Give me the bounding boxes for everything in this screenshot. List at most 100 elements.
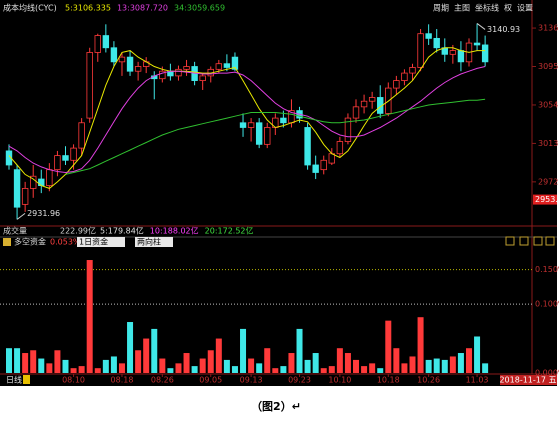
candle-body [425, 33, 432, 39]
fund-bar [183, 353, 190, 373]
fund-bar [449, 356, 456, 373]
indicator-name: 多空资金 [14, 237, 46, 247]
x-tick-label: 08.10 [62, 376, 85, 385]
y-tick-label: 0.000% [535, 369, 559, 378]
fund-bar [361, 366, 368, 373]
fund-bar [248, 358, 255, 373]
menu-item[interactable]: 主图 [454, 3, 470, 13]
select-text[interactable]: 两向柱 [137, 237, 161, 247]
x-tick-label: 08.18 [111, 376, 134, 385]
candle-body [199, 75, 206, 81]
candle-body [409, 67, 416, 74]
candle-body [473, 42, 481, 46]
x-tick-label: 10.26 [417, 376, 440, 385]
panel-icon[interactable] [505, 236, 515, 246]
fund-bar [110, 356, 117, 373]
fund-bar [38, 358, 45, 373]
fund-bar [288, 353, 295, 373]
fund-bar [336, 348, 343, 373]
candle-body [368, 97, 376, 102]
select-box[interactable] [77, 237, 125, 247]
fund-bar [159, 358, 166, 373]
panel-icon[interactable] [545, 236, 555, 246]
candle-body [417, 33, 424, 68]
fund-bar [70, 368, 77, 373]
fund-bar [151, 328, 158, 373]
x-tick-label: 09.13 [240, 376, 263, 385]
fund-bar [231, 366, 238, 373]
fund-bar [143, 338, 150, 373]
candle-body [86, 52, 93, 119]
fund-bar [86, 260, 93, 373]
candle-body [159, 70, 166, 80]
menu-item[interactable]: 权 [504, 3, 512, 13]
fund-bar [78, 366, 85, 373]
candle-body [344, 117, 352, 142]
candle-body [247, 122, 255, 128]
candle-body [30, 175, 37, 189]
fund-bar [369, 363, 376, 373]
fund-bar [312, 353, 319, 373]
candle-body [280, 117, 287, 124]
panel-icon[interactable] [519, 236, 529, 246]
chart-background [0, 0, 557, 386]
candle-body [126, 56, 134, 72]
fund-bar [22, 353, 29, 373]
candle-body [239, 122, 247, 128]
fund-bar [127, 322, 134, 373]
fund-bar [207, 350, 214, 373]
min-label: 2931.96 [27, 209, 60, 218]
fund-bar [135, 350, 142, 373]
fund-bar [280, 366, 287, 373]
fund-bar [272, 368, 279, 373]
candle-body [46, 169, 53, 187]
date-box [500, 375, 557, 385]
period-label: 日线 [6, 375, 22, 385]
ma-legend: 13:3087.720 [117, 4, 168, 13]
x-tick-label: 09.23 [288, 376, 311, 385]
candle-body [70, 147, 77, 161]
volume-average: 10:188.02亿 [150, 226, 199, 236]
period-icon [23, 375, 30, 384]
max-label: 3140.93 [487, 25, 520, 34]
fund-bar [353, 359, 360, 373]
fund-bar [465, 348, 472, 373]
candle-body [457, 50, 465, 63]
fund-bar [14, 348, 21, 373]
candle-body [336, 141, 344, 155]
x-tick-label: 09.05 [199, 376, 222, 385]
fund-bar [385, 320, 392, 373]
candle-body [134, 66, 142, 72]
candle-body [352, 106, 360, 119]
fund-bar [240, 328, 247, 373]
menu-item[interactable]: 周期 [433, 4, 449, 13]
fund-bar [215, 338, 222, 373]
price-marker: 2953.1 [535, 195, 559, 204]
candle-body [21, 188, 29, 205]
volume-average: 5:179.84亿 [100, 226, 144, 236]
candle-body [312, 164, 319, 173]
candle-body [481, 44, 489, 63]
menu-item[interactable]: 坐标线 [475, 3, 499, 13]
fund-bar [457, 353, 464, 373]
menu-item[interactable]: 设置 [517, 3, 533, 13]
max-pointer [476, 23, 486, 30]
candle-body [304, 127, 311, 166]
volume-label: 成交量 [3, 226, 27, 236]
select-box[interactable] [135, 237, 173, 247]
candle-body [231, 56, 239, 70]
fund-bar [256, 363, 263, 373]
fund-bar [328, 366, 335, 373]
candle-body [94, 35, 101, 53]
panel-icon[interactable] [533, 236, 543, 246]
fund-bar [433, 358, 440, 373]
fund-bar [474, 336, 481, 373]
fund-bar [401, 363, 408, 373]
fund-bar [54, 350, 61, 373]
candle-body [13, 169, 21, 208]
ma-line [8, 47, 486, 189]
select-text[interactable]: 1日资金 [79, 237, 108, 247]
y-tick-label: 0.150% [535, 265, 559, 274]
y-tick-label: 3136.0 [538, 24, 559, 33]
